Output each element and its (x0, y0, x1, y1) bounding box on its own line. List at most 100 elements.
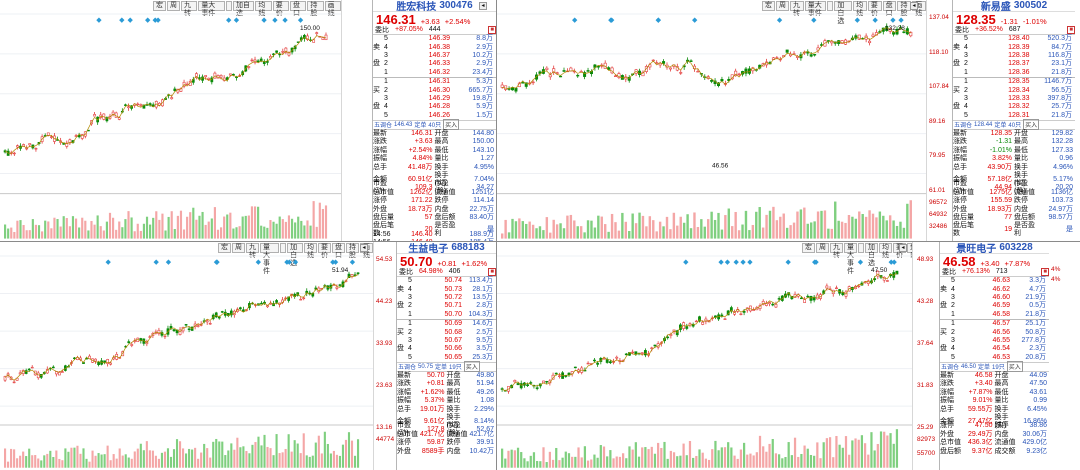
stock-title[interactable]: 生益电子 688183 (397, 242, 496, 255)
bid-row[interactable]: 买 2 128.34 56.5万 (953, 86, 1075, 94)
toolbar-button[interactable]: 宏 (762, 1, 775, 11)
bid-row[interactable]: 1 128.35 1146.7万 (953, 78, 1075, 86)
volume-bar (50, 228, 53, 239)
stat-key: 涨幅 (373, 146, 387, 154)
ask-row[interactable]: 3 128.38 116.8万 (953, 52, 1075, 60)
ask-row[interactable]: 卖 4 46.62 4.7万 (940, 285, 1049, 293)
collapse-icon[interactable]: ◂ (899, 244, 907, 252)
ask-row[interactable]: 卖 4 146.38 2.9万 (373, 43, 496, 51)
bid-row[interactable]: 买 2 46.56 50.8万 (940, 328, 1049, 336)
bid-row[interactable]: 1 50.69 14.6万 (397, 320, 496, 328)
toolbar-button[interactable]: 周 (232, 243, 245, 253)
bid-row[interactable]: 5 46.53 20.8万 (940, 354, 1049, 362)
bid-row[interactable]: 1 146.31 5.3万 (373, 78, 496, 86)
ratio-badge-icon[interactable]: ■ (488, 25, 496, 34)
ratio-badge-icon[interactable]: ■ (1067, 25, 1075, 34)
quote-sub-tab[interactable]: 买入 (1006, 361, 1023, 373)
bid-row[interactable]: 买 2 50.68 2.5万 (397, 328, 496, 336)
candle-body (24, 370, 28, 374)
quote-sub-tab[interactable]: 定单 (435, 365, 448, 372)
toolbar-button[interactable] (225, 1, 232, 11)
ask-row[interactable]: 3 146.37 10.2万 (373, 52, 496, 60)
bid-row[interactable]: 盘 4 46.54 2.3万 (940, 345, 1049, 353)
bid-row[interactable]: 盘 4 50.66 3.5万 (397, 345, 496, 353)
ask-row[interactable]: 1 46.58 21.8万 (940, 311, 1049, 319)
kline-chart[interactable]: ◆◆ ◆ ◆◆◆◆ ◆◆◆◆ ◆47.50 (497, 242, 913, 470)
ask-row[interactable]: 5 128.40 520.3万 (953, 35, 1075, 43)
ask-row[interactable]: 5 46.63 3.3万 (940, 277, 1049, 285)
ask-row[interactable]: 盘 2 128.37 23.1万 (953, 60, 1075, 68)
bid-row[interactable]: 3 46.55 277.8万 (940, 337, 1049, 345)
volume-bar (597, 215, 600, 239)
quote-sub-tab[interactable]: 定单 (978, 365, 991, 372)
ask-row[interactable]: 3 46.60 21.9万 (940, 294, 1049, 302)
bid-row[interactable]: 5 146.26 1.5万 (373, 112, 496, 120)
toolbar-button[interactable]: 宏 (153, 1, 166, 11)
volume-bar (765, 451, 768, 468)
toolbar-button[interactable]: 宏 (802, 243, 815, 253)
quote-sub-tab[interactable]: 50.75 (418, 363, 434, 370)
chart-top-left[interactable]: 宏周九转量大事件加自选均线要价盘口持股画线 ◆◆◆◆◆◆◆◆◆◆◆◆150.00… (0, 0, 342, 241)
bid-row[interactable]: 盘 4 146.28 5.9万 (373, 103, 496, 111)
quote-sub-tab[interactable]: 40只 (428, 123, 442, 130)
collapse-icon[interactable]: ◂ (479, 2, 487, 10)
bid-row[interactable]: 5 50.65 25.3万 (397, 354, 496, 362)
bid-row[interactable]: 买 2 146.30 665.7万 (373, 86, 496, 94)
bid-row[interactable]: 3 146.29 19.8万 (373, 95, 496, 103)
ask-row[interactable]: 1 50.70 104.3万 (397, 311, 496, 319)
bid-row[interactable]: 3 128.33 397.8万 (953, 95, 1075, 103)
volume-bar (56, 219, 59, 239)
bid-row[interactable]: 3 50.67 9.5万 (397, 337, 496, 345)
ask-row[interactable]: 1 146.32 23.4万 (373, 69, 496, 77)
stock-title[interactable]: 胜宏科技 300476 (373, 0, 496, 13)
ask-row[interactable]: 卖 4 50.73 28.1万 (397, 285, 496, 293)
collapse-icon[interactable]: ◂ (910, 2, 918, 10)
ask-row[interactable]: 盘 2 46.59 0.5万 (940, 302, 1049, 310)
ask-row[interactable]: 盘 2 146.33 2.9万 (373, 60, 496, 68)
ask-row[interactable]: 1 128.36 21.8万 (953, 69, 1075, 77)
kline-chart[interactable]: ◆◆ ◆ ◆◆ ◆◆ ◆◆ ◆◆ ◆51.94 (0, 242, 374, 470)
ask-row[interactable]: 5 50.74 113.4万 (397, 277, 496, 285)
quote-sub-tab[interactable]: 40只 (1008, 123, 1022, 130)
quote-sub-tab[interactable]: 买入 (1023, 119, 1040, 131)
ratio-badge-icon[interactable]: ■ (1041, 267, 1049, 276)
quote-sub-tab[interactable]: 五调仓 (954, 123, 973, 130)
toolbar-button[interactable] (827, 1, 834, 11)
bid-row[interactable]: 盘 4 128.32 25.7万 (953, 103, 1075, 111)
bid-row[interactable]: 5 128.31 21.8万 (953, 112, 1075, 120)
volume-bar (873, 450, 876, 468)
quote-sub-tab[interactable]: 146.43 (394, 121, 413, 128)
quote-sub-tab[interactable]: 五调仓 (941, 365, 960, 372)
quote-sub-tab[interactable]: 定单 (414, 123, 427, 130)
quote-sub-tab[interactable]: 46.50 (961, 363, 977, 370)
chart-bottom-left[interactable]: 宏周九转量大事件加自选均线要价盘口持股画线 ◆◆◆◆◆◆◆◆◆◆◆◆51.94 (0, 242, 374, 470)
quote-sub-tab[interactable]: 买入 (443, 119, 460, 131)
ask-row[interactable]: 5 146.39 8.8万 (373, 35, 496, 43)
quote-sub-tab[interactable]: 买入 (463, 361, 480, 373)
kline-chart[interactable]: ◆ ◆◆◆ ◆ ◆◆ ◆ ◆◆ ◆ ◆150.00 (0, 0, 342, 241)
chart-top-right[interactable]: 宏周九转量大事件加自选均线要价盘口持股画线 ◆◆◆◆◆◆◆◆◆◆◆◆132.28… (497, 0, 927, 241)
quote-sub-tab[interactable]: 五调仓 (374, 123, 393, 130)
stock-title[interactable]: 景旺电子 603228 (940, 242, 1049, 255)
ask-row[interactable]: 卖 4 128.39 84.7万 (953, 43, 1075, 51)
toolbar-button[interactable] (858, 243, 864, 253)
volume-bar (133, 231, 136, 239)
ask-row[interactable]: 3 50.72 13.5万 (397, 294, 496, 302)
quote-sub-tab[interactable]: 128.44 (974, 121, 993, 128)
ratio-badge-icon[interactable]: ■ (488, 267, 496, 276)
quote-sub-tab[interactable]: 19只 (449, 365, 462, 372)
toolbar-button[interactable]: 周 (816, 243, 829, 253)
toolbar-button[interactable]: 宏 (218, 243, 231, 253)
quote-sub-tab[interactable]: 19只 (992, 365, 1005, 372)
quote-sub-tab[interactable]: 定单 (994, 123, 1007, 130)
stock-title[interactable]: 新易盛 300502 (953, 0, 1075, 13)
chart-bottom-right[interactable]: 宏周九转量大事件加自选均线要价盘口持股画线 ◆◆◆◆◆◆◆◆◆◆◆◆47.50 (497, 242, 913, 470)
toolbar-button[interactable]: 周 (776, 1, 789, 11)
bid-row[interactable]: 1 46.57 25.1万 (940, 320, 1049, 328)
toolbar-button[interactable] (280, 243, 287, 253)
quote-sub-tab[interactable]: 五调仓 (398, 365, 417, 372)
collapse-icon[interactable]: ◂ (360, 244, 368, 252)
ask-row[interactable]: 盘 2 50.71 2.8万 (397, 302, 496, 310)
toolbar-button[interactable]: 周 (167, 1, 180, 11)
